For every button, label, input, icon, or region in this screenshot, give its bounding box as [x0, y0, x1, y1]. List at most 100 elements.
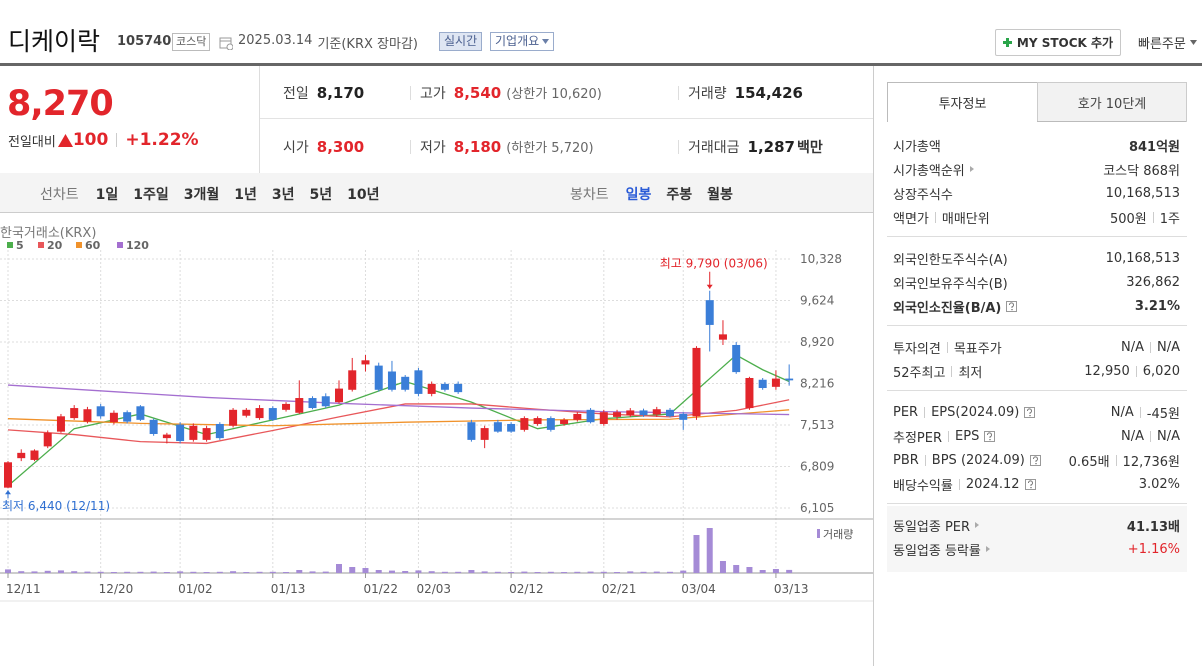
value-part: 3.02%	[1138, 476, 1180, 492]
realtime-button[interactable]: 실시간	[439, 32, 483, 51]
help-icon[interactable]	[1024, 478, 1036, 490]
info-label: 52주최고 최저	[893, 362, 982, 381]
period-tab[interactable]: 3개월	[183, 187, 220, 203]
candle-body	[546, 418, 555, 430]
candle-tabs: 봉차트 일봉 주봉 월봉	[570, 184, 733, 204]
label-part: PBR	[893, 452, 919, 468]
overview-button[interactable]: 기업개요	[490, 32, 555, 51]
period-tab[interactable]: 5년	[309, 187, 333, 203]
x-tick-label: 01/13	[271, 582, 306, 596]
label-part: PER	[893, 404, 919, 420]
period-tab[interactable]: 1년	[234, 187, 257, 203]
label-part: 시가총액	[893, 139, 941, 155]
volume-bar	[57, 570, 64, 573]
label-part: 매매단위	[941, 211, 990, 227]
panel-border	[873, 66, 874, 666]
candle-period-tab[interactable]: 일봉	[625, 187, 652, 203]
info-row: 추정PER EPS N/A N/A	[893, 426, 1180, 446]
volume-bar	[600, 571, 607, 573]
stock-code: 105740	[117, 34, 172, 49]
volume-bar	[243, 572, 250, 573]
info-value: 3.21%	[1135, 299, 1180, 314]
value-part: 326,862	[1126, 274, 1180, 290]
period-tab[interactable]: 1일	[95, 187, 119, 203]
info-label: PER EPS(2024.09)	[893, 404, 1036, 420]
separator	[958, 478, 960, 490]
label-part: 상장주식수	[893, 187, 953, 203]
value-part: 12,950	[1084, 363, 1130, 379]
candle-body	[96, 406, 105, 417]
annotation: 최저 6,440 (12/11)	[2, 499, 110, 513]
line-chart-tab[interactable]: 선차트	[40, 187, 79, 203]
volume-bar	[137, 571, 144, 573]
ma-line	[7, 384, 790, 416]
divider	[678, 86, 679, 100]
volume-bar	[269, 571, 276, 573]
label-part: 외국인소진율(B/A)	[893, 300, 1002, 316]
candle-body	[229, 409, 238, 426]
period-tab[interactable]: 1주일	[133, 187, 169, 203]
volume-bar	[256, 571, 263, 573]
separator	[924, 406, 926, 418]
help-icon[interactable]	[1029, 454, 1041, 466]
volume-bar	[521, 571, 528, 573]
legend-label: 20	[47, 239, 63, 252]
candle-period-tab[interactable]: 주봉	[666, 187, 693, 203]
label-part: 2024.12	[965, 476, 1020, 492]
label-part: 동일업종 PER	[893, 519, 971, 535]
label-part: 동일업종 등락률	[893, 543, 981, 559]
help-icon[interactable]	[1024, 406, 1036, 418]
candle-body	[321, 396, 330, 407]
volume-bar	[71, 571, 78, 573]
my-stock-button[interactable]: MY STOCK 추가	[995, 29, 1121, 56]
info-label: 시가총액순위	[893, 160, 976, 179]
date-wrap: 2025.03.14 기준(KRX 장마감)	[238, 33, 418, 52]
plus-icon	[1002, 38, 1012, 47]
header-rule	[0, 63, 1202, 66]
volume-bar	[18, 571, 25, 573]
separator	[948, 430, 950, 442]
help-icon[interactable]	[1006, 300, 1018, 312]
quick-order[interactable]: 빠른주문	[1138, 33, 1197, 52]
tab-active[interactable]: 투자정보	[887, 82, 1038, 122]
value-part: 10,168,513	[1105, 185, 1180, 201]
period-tab[interactable]: 10년	[347, 187, 380, 203]
stat-label: 고가	[420, 86, 446, 102]
volume-bar	[772, 569, 779, 573]
candle-body	[136, 406, 145, 420]
candle-body	[242, 409, 251, 416]
quick-order-label: 빠른주문	[1138, 37, 1186, 52]
candle-body	[480, 428, 489, 440]
label-part: 시가총액순위	[893, 163, 965, 179]
stat-note: (상한가 10,620)	[506, 87, 602, 102]
label-part: 외국인보유주식수(B)	[893, 276, 1008, 292]
candle-body	[613, 412, 622, 417]
volume-legend-swatch	[817, 529, 820, 538]
label-part: BPS (2024.09)	[931, 452, 1025, 468]
volume-bar	[190, 571, 197, 573]
date: 2025.03.14	[238, 33, 313, 48]
info-value: 326,862	[1126, 275, 1180, 290]
candle-body	[573, 413, 582, 420]
info-row: 외국인한도주식수(A) 10,168,513	[893, 248, 1180, 268]
dropdown-icon	[1189, 40, 1197, 45]
y-tick-label: 6,105	[800, 501, 834, 515]
divider	[410, 86, 411, 100]
my-stock-label: MY STOCK 추가	[1016, 36, 1114, 50]
help-icon[interactable]	[984, 430, 996, 442]
info-row: PER EPS(2024.09) N/A -45원	[893, 402, 1180, 422]
group-divider	[887, 503, 1187, 504]
info-value: 841억원	[1129, 136, 1180, 155]
volume-bar	[31, 571, 38, 573]
tab[interactable]: 호가 10단계	[1037, 82, 1187, 122]
label-part: 추정PER	[893, 430, 943, 446]
candle-period-tab[interactable]: 월봉	[707, 187, 733, 203]
period-tab[interactable]: 3년	[271, 187, 295, 203]
value-part: 1주	[1159, 211, 1180, 227]
value-part: N/A	[1157, 428, 1180, 444]
overview-label: 기업개요	[495, 34, 540, 48]
candle-chart-tab[interactable]: 봉차트	[570, 187, 609, 203]
group-divider	[887, 236, 1187, 237]
volume-bar	[574, 571, 581, 573]
candle-body	[189, 425, 198, 440]
